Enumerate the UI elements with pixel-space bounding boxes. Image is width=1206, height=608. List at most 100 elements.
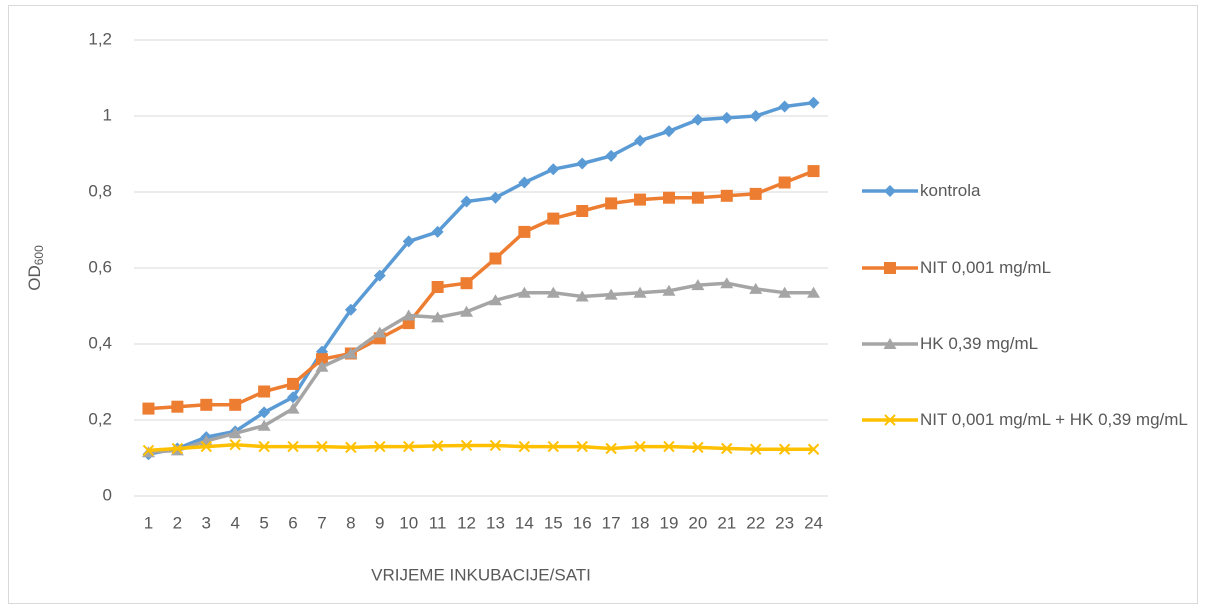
marker (634, 134, 647, 147)
marker (286, 402, 300, 414)
x-tick-label: 6 (288, 513, 297, 532)
marker (142, 402, 155, 415)
x-tick-label: 18 (631, 513, 650, 532)
marker (720, 277, 734, 289)
x-axis-label: VRIJEME INKUBACIJE/SATI (371, 565, 591, 584)
marker (374, 440, 386, 453)
legend-item: NIT 0,001 mg/mL + HK 0,39 mg/mL (862, 407, 1192, 433)
marker (489, 252, 502, 265)
marker (807, 165, 820, 178)
x-tick-label: 14 (515, 513, 534, 532)
marker (807, 443, 820, 455)
marker (229, 438, 241, 451)
x-tick-label: 3 (202, 513, 211, 532)
marker (778, 176, 791, 189)
marker (403, 440, 415, 453)
marker (691, 113, 704, 126)
marker (200, 398, 213, 411)
marker (460, 277, 473, 290)
marker (605, 442, 617, 455)
marker (315, 360, 329, 372)
legend-icon (862, 262, 918, 274)
chart-border (8, 5, 1198, 604)
x-tick-label: 13 (486, 513, 505, 532)
legend-item: NIT 0,001 mg/mL (862, 255, 1192, 281)
marker (576, 205, 589, 217)
marker (431, 311, 445, 323)
x-tick-label: 2 (173, 513, 182, 532)
marker (373, 326, 387, 338)
marker (287, 377, 300, 390)
marker (171, 442, 184, 455)
marker (488, 294, 502, 306)
marker (547, 163, 560, 176)
marker (258, 406, 271, 419)
x-tick-label: 21 (717, 513, 736, 532)
marker (402, 235, 415, 248)
x-tick-label: 7 (317, 513, 326, 532)
marker (171, 400, 184, 413)
marker (518, 225, 531, 238)
marker (546, 286, 560, 298)
x-tick-label: 17 (602, 513, 621, 532)
legend-label: NIT 0,001 mg/mL + HK 0,39 mg/mL (920, 410, 1188, 429)
marker (576, 440, 588, 453)
marker (287, 440, 299, 453)
marker (517, 286, 531, 298)
y-tick-label: 1,2 (88, 29, 112, 48)
marker (258, 385, 271, 398)
marker (720, 111, 733, 124)
y-axis-label-main: OD (25, 265, 44, 291)
x-tick-label: 20 (688, 513, 707, 532)
marker (634, 440, 646, 453)
marker (883, 338, 897, 349)
marker (373, 269, 386, 282)
marker (884, 414, 896, 426)
marker (749, 282, 763, 294)
marker (547, 212, 560, 225)
marker (692, 441, 704, 454)
y-tick-label: 0,4 (88, 333, 112, 352)
x-tick-label: 5 (259, 513, 268, 532)
marker (345, 441, 357, 454)
y-axis-label-sub: 600 (32, 245, 46, 265)
marker (287, 391, 300, 404)
marker (749, 187, 762, 200)
marker (604, 288, 618, 300)
marker (547, 440, 559, 453)
marker (605, 197, 618, 210)
series-line (148, 442, 814, 453)
marker (691, 279, 705, 291)
x-tick-label: 22 (746, 513, 765, 532)
marker (749, 110, 762, 122)
marker (431, 225, 444, 238)
marker (807, 286, 821, 298)
legend-item: kontrola (862, 178, 1192, 204)
y-tick-label: 0 (103, 485, 112, 504)
x-tick-label: 12 (457, 513, 476, 532)
marker (884, 185, 896, 197)
marker (257, 419, 271, 431)
series-line (148, 100, 814, 456)
legend-icon (862, 338, 918, 349)
series-line (148, 281, 814, 455)
marker (605, 149, 618, 162)
marker (778, 100, 791, 113)
marker (344, 303, 357, 316)
marker (663, 440, 675, 453)
marker (229, 398, 242, 411)
x-tick-label: 8 (346, 513, 355, 532)
marker (489, 191, 502, 204)
x-tick-label: 19 (659, 513, 678, 532)
marker (721, 442, 733, 455)
marker (258, 440, 270, 453)
x-tick-label: 9 (375, 513, 384, 532)
legend-icon (862, 185, 918, 197)
marker (750, 443, 762, 455)
x-tick-label: 10 (399, 513, 418, 532)
legend-icon (862, 414, 918, 426)
marker (575, 290, 589, 302)
marker (200, 440, 212, 453)
x-tick-label: 16 (573, 513, 592, 532)
